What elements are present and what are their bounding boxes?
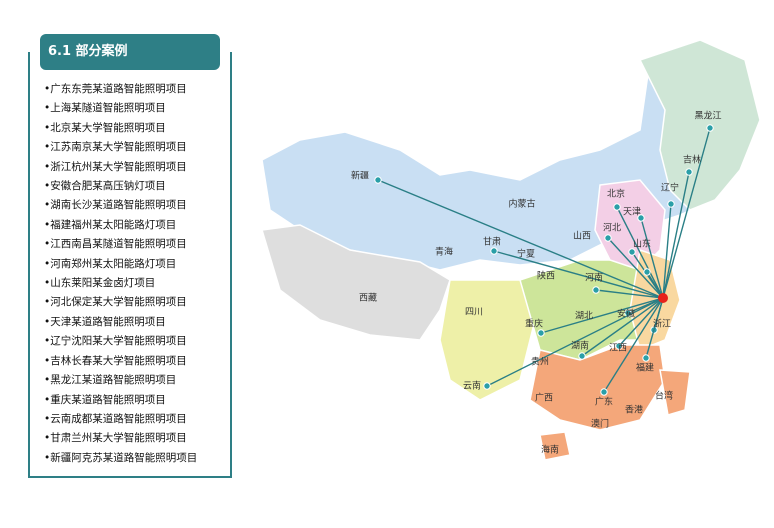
case-point bbox=[628, 248, 636, 256]
province-label: 辽宁 bbox=[661, 182, 679, 194]
case-item: 黑龙江某道路智能照明项目 bbox=[44, 371, 197, 390]
case-item: 江西南昌某隧道智能照明项目 bbox=[44, 235, 197, 254]
case-point bbox=[667, 200, 675, 208]
province-label: 贵州 bbox=[531, 356, 549, 368]
province-label: 浙江 bbox=[653, 318, 671, 330]
province-label: 青海 bbox=[435, 246, 453, 258]
province-label: 台湾 bbox=[655, 390, 673, 402]
connection-line bbox=[486, 297, 664, 387]
connection-line bbox=[581, 297, 664, 357]
case-point bbox=[374, 176, 382, 184]
province-label: 甘肃 bbox=[483, 236, 501, 248]
province-label: 河北 bbox=[603, 222, 621, 234]
connection-line bbox=[493, 250, 664, 299]
province-label: 江西 bbox=[609, 343, 627, 354]
case-item: 安徽合肥某高压钠灯项目 bbox=[44, 177, 197, 196]
province-label: 四川 bbox=[465, 308, 483, 318]
province-label: 西藏 bbox=[359, 292, 377, 304]
case-item: 吉林长春某大学智能照明项目 bbox=[44, 352, 197, 371]
province-label: 陕西 bbox=[537, 270, 555, 282]
case-point bbox=[537, 329, 545, 337]
connection-line bbox=[540, 297, 664, 334]
province-label: 湖北 bbox=[575, 311, 593, 322]
case-item: 新疆阿克苏某道路智能照明项目 bbox=[44, 449, 197, 468]
case-item: 云南成都某道路智能照明项目 bbox=[44, 410, 197, 429]
province-label: 重庆 bbox=[525, 318, 543, 330]
connection-line bbox=[616, 206, 664, 299]
connection-line bbox=[645, 297, 664, 359]
case-item: 山东莱阳某金卤灯项目 bbox=[44, 274, 197, 293]
section-title: 6.1 部分案例 bbox=[40, 34, 220, 70]
connection-line bbox=[646, 271, 664, 299]
case-item: 广东东莞某道路智能照明项目 bbox=[44, 80, 197, 99]
connection-line bbox=[640, 217, 664, 299]
case-list: 广东东莞某道路智能照明项目上海某隧道智能照明项目北京某大学智能照明项目江苏南京某… bbox=[44, 80, 197, 468]
province-label: 云南 bbox=[463, 380, 481, 392]
province-label: 天津 bbox=[623, 207, 641, 218]
province-label: 安徽 bbox=[617, 308, 635, 320]
case-point bbox=[642, 354, 650, 362]
province-label: 香港 bbox=[625, 404, 643, 416]
connection-line bbox=[618, 297, 664, 347]
case-item: 辽宁沈阳某大学智能照明项目 bbox=[44, 332, 197, 351]
province-label: 湖南 bbox=[571, 340, 589, 352]
case-item: 河南郑州某太阳能路灯项目 bbox=[44, 255, 197, 274]
case-point bbox=[685, 168, 693, 176]
case-point bbox=[706, 124, 714, 132]
connection-line bbox=[662, 127, 711, 299]
case-item: 重庆某道路智能照明项目 bbox=[44, 391, 197, 410]
case-point bbox=[643, 268, 651, 276]
province-label: 广西 bbox=[535, 392, 553, 404]
case-item: 浙江杭州某大学智能照明项目 bbox=[44, 158, 197, 177]
case-point bbox=[615, 342, 623, 350]
case-point bbox=[613, 203, 621, 211]
case-item: 甘肃兰州某大学智能照明项目 bbox=[44, 429, 197, 448]
case-point bbox=[592, 286, 600, 294]
case-point bbox=[600, 388, 608, 396]
connection-line bbox=[595, 289, 664, 299]
connection-lines bbox=[374, 124, 714, 396]
case-item: 湖南长沙某道路智能照明项目 bbox=[44, 196, 197, 215]
province-label: 广东 bbox=[595, 396, 613, 408]
province-label: 福建 bbox=[636, 362, 654, 374]
case-item: 河北保定某大学智能照明项目 bbox=[44, 293, 197, 312]
regions bbox=[261, 39, 761, 461]
province-label: 河南 bbox=[585, 272, 603, 284]
province-label: 吉林 bbox=[683, 154, 701, 166]
province-label: 黑龙江 bbox=[694, 110, 721, 122]
case-point bbox=[604, 234, 612, 242]
list-frame bbox=[28, 52, 232, 478]
province-label: 内蒙古 bbox=[508, 198, 535, 210]
province-label: 海南 bbox=[541, 444, 559, 456]
case-item: 上海某隧道智能照明项目 bbox=[44, 99, 197, 118]
province-label: 新疆 bbox=[351, 170, 369, 182]
province-label: 澳门 bbox=[591, 418, 609, 430]
case-item: 北京某大学智能照明项目 bbox=[44, 119, 197, 138]
province-label: 北京 bbox=[607, 188, 625, 200]
case-point bbox=[578, 352, 586, 360]
connection-line bbox=[607, 237, 664, 299]
case-point bbox=[483, 382, 491, 390]
connection-line bbox=[603, 297, 664, 393]
province-label: 山西 bbox=[573, 231, 591, 242]
case-item: 江苏南京某大学智能照明项目 bbox=[44, 138, 197, 157]
province-label: 山东 bbox=[633, 238, 651, 250]
hub-point bbox=[658, 293, 668, 303]
connection-line bbox=[662, 171, 690, 299]
connection-line bbox=[662, 203, 672, 299]
case-point bbox=[490, 247, 498, 255]
connection-line bbox=[377, 179, 664, 299]
case-item: 福建福州某太阳能路灯项目 bbox=[44, 216, 197, 235]
case-point bbox=[637, 214, 645, 222]
province-label: 宁夏 bbox=[517, 248, 535, 260]
case-item: 天津某道路智能照明项目 bbox=[44, 313, 197, 332]
